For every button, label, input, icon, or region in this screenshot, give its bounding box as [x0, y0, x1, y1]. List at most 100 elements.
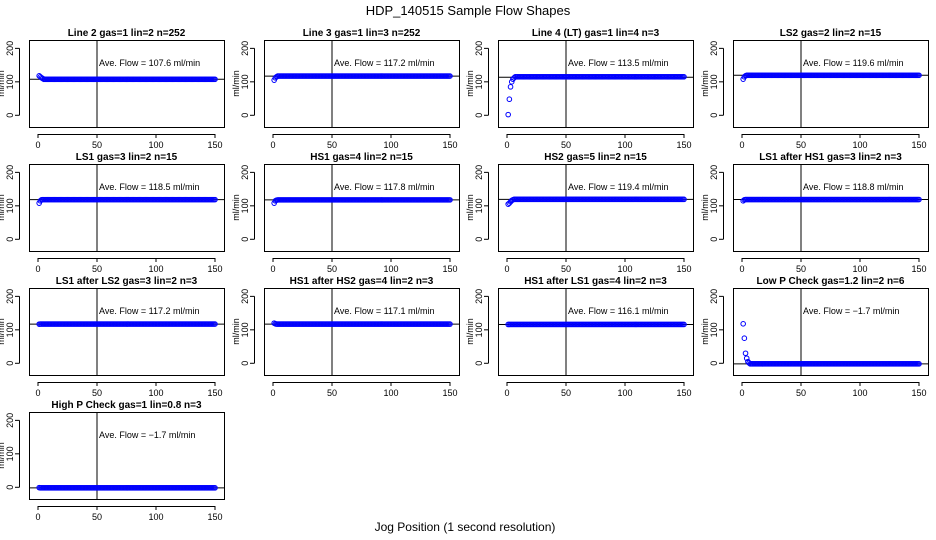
- data-point: [507, 84, 514, 90]
- x-tick-label: 50: [327, 388, 337, 398]
- panel-12: Low P Check gas=1.2 lin=2 n=6 0 100 200 ml/m…: [700, 276, 929, 398]
- y-axis-label: ml/min: [0, 318, 6, 345]
- data-point: [212, 321, 218, 327]
- panel-6: HS1 gas=4 lin=2 n=15 0 100 200 ml/min 0 50 100 1…: [231, 152, 460, 274]
- x-tick-label: 150: [207, 512, 222, 522]
- x-tick-label: 150: [911, 388, 926, 398]
- y-axis-label: ml/min: [465, 70, 475, 97]
- panel-2: Line 3 gas=1 lin=3 n=252 0 100 200 ml/min 0 50…: [231, 28, 460, 150]
- x-tick-label: 0: [35, 388, 40, 398]
- data-points: [505, 196, 687, 207]
- data-point: [741, 335, 748, 341]
- x-tick-label: 150: [207, 140, 222, 150]
- y-tick-label: 0: [474, 237, 484, 242]
- x-tick-label: 0: [35, 140, 40, 150]
- panel-5: LS1 gas=3 lin=2 n=15 0 100 200 ml/min 0 50 100 1…: [0, 152, 225, 274]
- plot-frame: [29, 164, 225, 252]
- data-point: [212, 196, 218, 203]
- panel-title: Line 4 (LT) gas=1 lin=4 n=3: [532, 28, 660, 39]
- data-point: [681, 74, 687, 80]
- panel-title: LS1 after HS1 gas=3 lin=2 n=3: [759, 152, 902, 163]
- x-tick-label: 0: [270, 264, 275, 274]
- y-tick-label: 0: [240, 113, 250, 118]
- panel-title: HS1 after LS1 gas=4 lin=2 n=3: [524, 276, 667, 287]
- y-axis-label: ml/min: [465, 194, 475, 221]
- y-tick-label: 100: [240, 198, 250, 213]
- y-tick-label: 0: [709, 361, 719, 366]
- y-tick-label: 100: [709, 74, 719, 89]
- x-tick-label: 50: [561, 140, 571, 150]
- y-tick-label: 200: [709, 165, 719, 180]
- panel-title: Line 2 gas=1 lin=2 n=252: [68, 28, 186, 39]
- panel-title: HS1 gas=4 lin=2 n=15: [310, 152, 413, 163]
- y-axis-label: ml/min: [0, 70, 6, 97]
- x-tick-label: 0: [739, 388, 744, 398]
- panel-title: LS2 gas=2 lin=2 n=15: [780, 28, 882, 39]
- x-tick-label: 100: [383, 388, 398, 398]
- plot-frame: [264, 288, 460, 376]
- y-tick-label: 200: [240, 289, 250, 304]
- plot-frame: [29, 288, 225, 376]
- data-points: [36, 196, 218, 206]
- y-tick-label: 100: [240, 322, 250, 337]
- x-tick-label: 150: [676, 264, 691, 274]
- data-point: [447, 73, 453, 79]
- x-tick-label: 50: [796, 140, 806, 150]
- x-tick-label: 100: [148, 388, 163, 398]
- panel-title: Low P Check gas=1.2 lin=2 n=6: [757, 276, 905, 287]
- average-annotation: Ave. Flow = 107.6 ml/min: [99, 58, 200, 68]
- data-points: [271, 320, 453, 327]
- x-tick-label: 50: [92, 264, 102, 274]
- data-point: [506, 96, 513, 103]
- panel-title: HS1 after HS2 gas=4 lin=2 n=3: [290, 276, 434, 287]
- x-tick-label: 100: [617, 388, 632, 398]
- panel-9: LS1 after LS2 gas=3 lin=2 n=3 0 100 200 ml/m…: [0, 276, 225, 398]
- x-tick-label: 100: [617, 264, 632, 274]
- panel-8: LS1 after HS1 gas=3 lin=2 n=3 0 100 200 ml/m…: [700, 152, 929, 274]
- data-point: [681, 196, 687, 203]
- y-axis-label: ml/min: [0, 442, 6, 469]
- plot-frame: [29, 412, 225, 500]
- x-tick-label: 0: [504, 140, 509, 150]
- y-tick-label: 200: [474, 165, 484, 180]
- panel-1: Line 2 gas=1 lin=2 n=252 0 100 200 ml/min 0 50…: [0, 28, 225, 150]
- y-axis-label: ml/min: [0, 194, 6, 221]
- average-annotation: Ave. Flow = −1.7 ml/min: [803, 306, 899, 316]
- data-point: [740, 321, 746, 327]
- data-point: [212, 485, 218, 491]
- average-annotation: Ave. Flow = 118.8 ml/min: [803, 182, 903, 192]
- x-tick-label: 100: [148, 512, 163, 522]
- y-tick-label: 100: [474, 198, 484, 213]
- data-point: [916, 361, 922, 367]
- panel-7: HS2 gas=5 lin=2 n=15 0 100 200 ml/min 0 50 100 1…: [465, 152, 694, 274]
- average-annotation: Ave. Flow = 117.2 ml/min: [334, 58, 434, 68]
- plot-frame: [498, 40, 694, 128]
- y-tick-label: 0: [5, 237, 15, 242]
- data-point: [212, 76, 218, 83]
- y-tick-label: 0: [240, 237, 250, 242]
- x-tick-label: 50: [92, 388, 102, 398]
- data-points: [740, 72, 922, 82]
- panel-10: HS1 after HS2 gas=4 lin=2 n=3 0 100 200 ml/m…: [231, 276, 460, 398]
- x-tick-label: 0: [739, 264, 744, 274]
- x-tick-label: 0: [504, 388, 509, 398]
- average-annotation: Ave. Flow = 119.4 ml/min: [568, 182, 668, 192]
- y-tick-label: 0: [474, 361, 484, 366]
- average-annotation: Ave. Flow = 117.1 ml/min: [334, 306, 434, 316]
- x-tick-label: 100: [148, 140, 163, 150]
- x-tick-label: 100: [383, 140, 398, 150]
- y-tick-label: 100: [474, 322, 484, 337]
- panels: Line 2 gas=1 lin=2 n=252 0 100 200 ml/min 0 50…: [0, 28, 929, 522]
- x-tick-label: 50: [796, 388, 806, 398]
- plot-frame: [498, 288, 694, 376]
- average-annotation: Ave. Flow = 113.5 ml/min: [568, 58, 668, 68]
- x-tick-label: 0: [504, 264, 509, 274]
- x-tick-label: 50: [92, 512, 102, 522]
- x-tick-label: 50: [92, 140, 102, 150]
- data-point: [447, 321, 453, 327]
- y-axis-label: ml/min: [700, 194, 710, 221]
- y-axis-label: ml/min: [231, 70, 241, 97]
- x-tick-label: 100: [852, 264, 867, 274]
- data-point: [742, 350, 749, 357]
- y-tick-label: 200: [5, 41, 15, 56]
